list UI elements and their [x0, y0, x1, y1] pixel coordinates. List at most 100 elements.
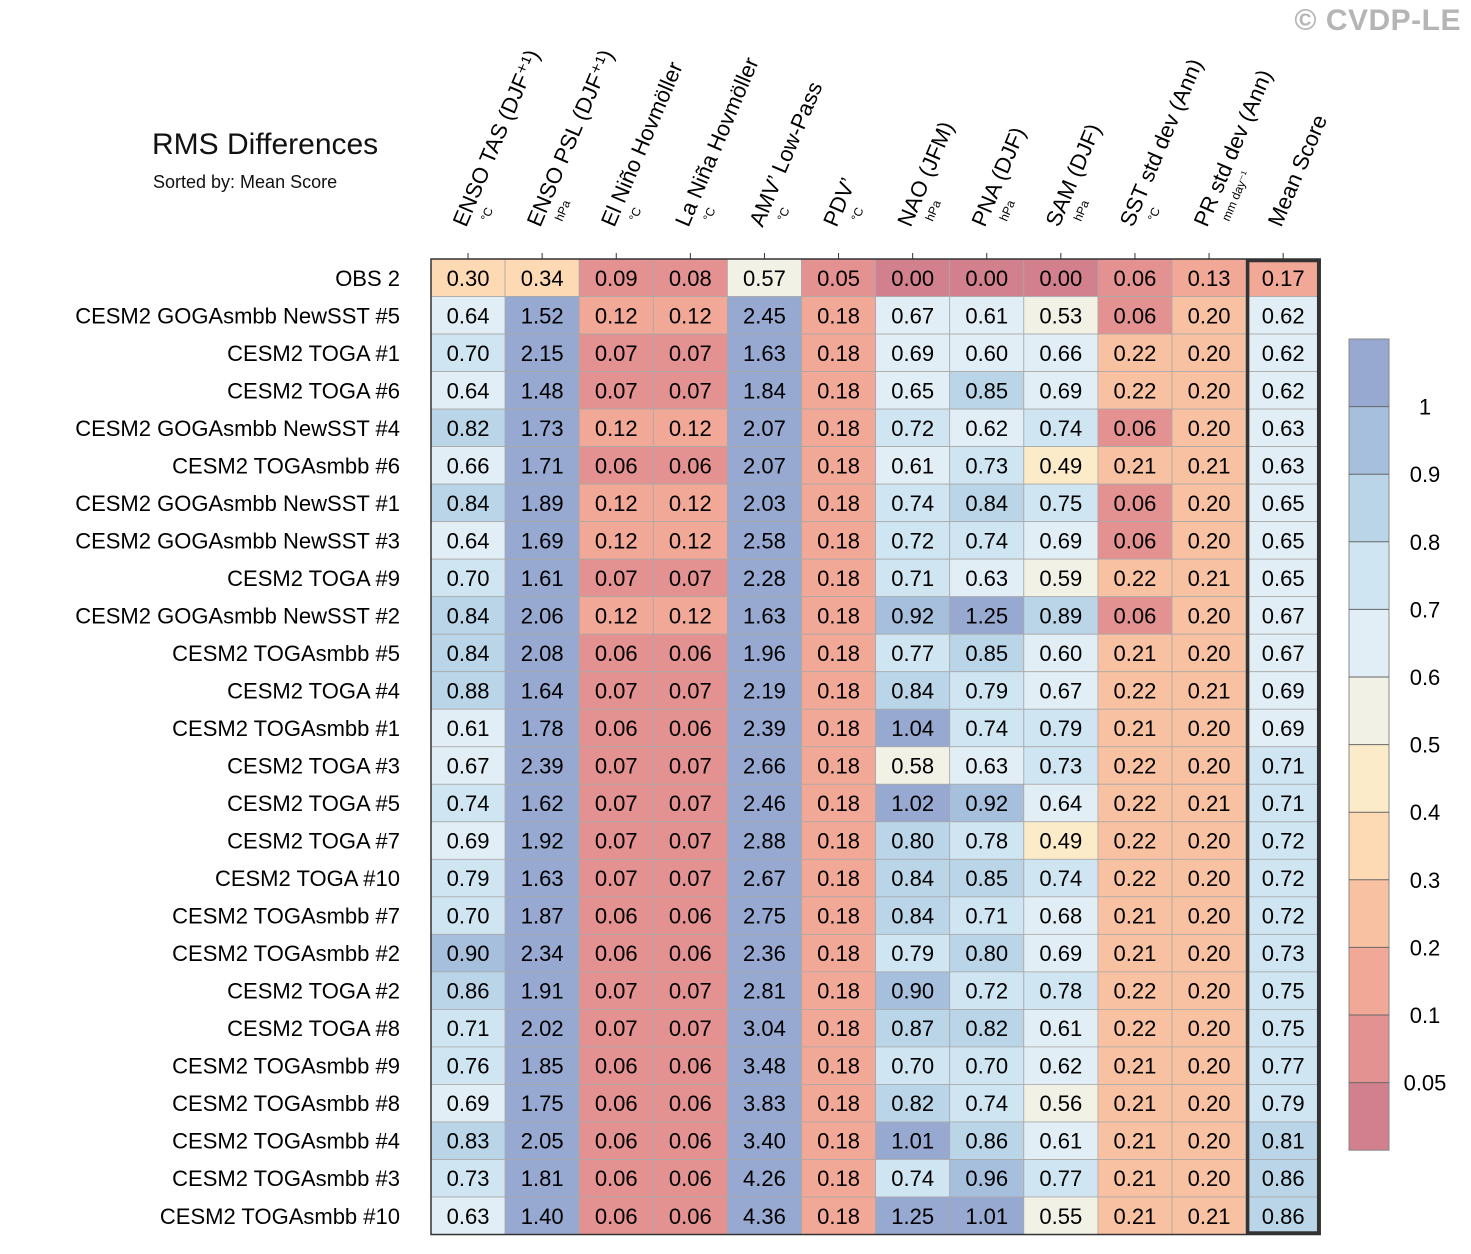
heatmap-cell: [578, 1009, 654, 1048]
heatmap-cell: [727, 1159, 802, 1198]
row-label: CESM2 GOGAsmbb NewSST #1: [75, 491, 400, 516]
cell-value-label: 0.77: [1039, 1166, 1082, 1191]
cell-value-label: 0.74: [965, 528, 1008, 553]
cell-value-label: 0.18: [817, 716, 860, 741]
cell-value-label: 0.71: [891, 566, 934, 591]
cell-value-label: 0.21: [1188, 453, 1231, 478]
cell-value-label: 0.72: [891, 416, 934, 441]
heatmap-cell: [652, 858, 728, 898]
cell-value-label: 0.63: [965, 566, 1008, 591]
cell-value-label: 0.62: [1039, 1054, 1082, 1079]
cell-value-label: 1.73: [521, 416, 564, 441]
heatmap-cell: [1171, 708, 1247, 748]
cell-value-label: 2.19: [743, 678, 786, 703]
heatmap-cell: [949, 521, 1025, 560]
column-unit: °C: [774, 205, 792, 223]
cell-value-label: 0.07: [595, 1016, 638, 1041]
cell-value-label: 2.03: [743, 491, 786, 516]
heatmap-cell: [1023, 783, 1099, 823]
cell-value-label: 0.75: [1262, 1016, 1305, 1041]
cell-value-label: 0.18: [817, 453, 860, 478]
row-label: CESM2 TOGAsmbb #6: [172, 453, 400, 478]
heatmap-cell: [504, 708, 580, 748]
heatmap-cell: [875, 746, 951, 785]
cell-value-label: 1.04: [891, 716, 934, 741]
heatmap-cell: [504, 296, 580, 335]
cell-value-label: 0.20: [1188, 1054, 1231, 1079]
cell-value-label: 0.20: [1188, 416, 1231, 441]
heatmap-cell: [578, 483, 654, 523]
heatmap-cell: [1171, 521, 1247, 560]
cell-value-label: 0.06: [595, 1166, 638, 1191]
heatmap-cell: [652, 521, 728, 560]
cell-value-label: 0.62: [1262, 303, 1305, 328]
heatmap-cell: [1171, 483, 1247, 523]
cell-value-label: 0.72: [1262, 904, 1305, 929]
heatmap-cell: [504, 821, 580, 860]
cell-value-label: 0.79: [965, 678, 1008, 703]
heatmap-cell: [801, 971, 876, 1010]
heatmap-cell: [801, 1196, 876, 1235]
cell-value-label: 0.82: [891, 1091, 934, 1116]
heatmap-cell: [1171, 1009, 1247, 1048]
heatmap-frame: [430, 258, 1321, 1236]
cell-value-label: 0.00: [965, 266, 1008, 291]
cell-value-label: 0.71: [447, 1016, 490, 1041]
heatmap-cell: [1097, 671, 1173, 710]
cell-value-label: 2.36: [743, 941, 786, 966]
cell-value-label: 0.20: [1188, 1166, 1231, 1191]
column-headers: ENSO TAS (DJF⁺¹)°C ENSO PSL (DJF⁺¹)hPa El …: [448, 46, 1332, 259]
cell-value-label: 0.90: [447, 941, 490, 966]
cell-value-label: 0.21: [1114, 1166, 1157, 1191]
cell-value-label: 0.12: [595, 603, 638, 628]
colorbar-segment: [1349, 406, 1389, 475]
cell-value-label: 0.92: [965, 791, 1008, 816]
heatmap-cell: [504, 933, 580, 973]
heatmap-cell: [727, 633, 802, 673]
heatmap-cell: [1171, 1196, 1247, 1235]
cell-value-label: 0.65: [891, 378, 934, 403]
column-unit: °C: [626, 205, 644, 223]
heatmap-cell: [1171, 371, 1247, 410]
heatmap-cell: [652, 783, 728, 823]
heatmap-cell: [875, 708, 951, 748]
cell-value-label: 1.96: [743, 641, 786, 666]
cell-value-label: 1.92: [521, 829, 564, 854]
heatmap-cell: [801, 596, 876, 635]
row-label: CESM2 GOGAsmbb NewSST #4: [75, 416, 400, 441]
cell-value-label: 0.20: [1188, 716, 1231, 741]
colorbar-label: 0.6: [1410, 665, 1441, 690]
heatmap-cell: [430, 596, 506, 635]
cell-value-label: 0.83: [447, 1129, 490, 1154]
cell-value-label: 0.21: [1114, 941, 1157, 966]
cell-value-label: 0.77: [891, 641, 934, 666]
cell-value-label: 0.20: [1188, 979, 1231, 1004]
cell-value-label: 2.15: [521, 341, 564, 366]
cell-value-label: 0.00: [891, 266, 934, 291]
heatmap-cell: [1097, 1159, 1173, 1198]
heatmap-cell: [949, 1159, 1025, 1198]
heatmap-cell: [430, 1084, 506, 1123]
cell-value-label: 0.05: [817, 266, 860, 291]
cell-value-label: 0.06: [1114, 416, 1157, 441]
cell-value-label: 0.67: [891, 303, 934, 328]
heatmap-cell: [504, 1046, 580, 1085]
column-header: AMV’ Low-Pass: [744, 78, 827, 230]
cell-value-label: 0.07: [669, 566, 712, 591]
column-unit: °C: [700, 205, 718, 223]
cell-value-label: 1.78: [521, 716, 564, 741]
cell-value-label: 0.84: [891, 678, 934, 703]
row-label: CESM2 TOGAsmbb #4: [172, 1129, 400, 1154]
cell-value-label: 0.86: [1262, 1204, 1305, 1229]
column-unit: °C: [848, 205, 866, 223]
cell-value-label: 0.21: [1188, 566, 1231, 591]
cell-value-label: 0.81: [1262, 1129, 1305, 1154]
colorbar-segment: [1349, 339, 1389, 407]
heatmap-cell: [727, 858, 802, 898]
cell-value-label: 1.62: [521, 791, 564, 816]
heatmap-cell: [949, 1121, 1025, 1160]
cell-value-label: 0.75: [1262, 979, 1305, 1004]
colorbar-label: 0.1: [1410, 1003, 1441, 1028]
cell-value-label: 0.06: [595, 1054, 638, 1079]
cell-value-label: 0.86: [447, 979, 490, 1004]
